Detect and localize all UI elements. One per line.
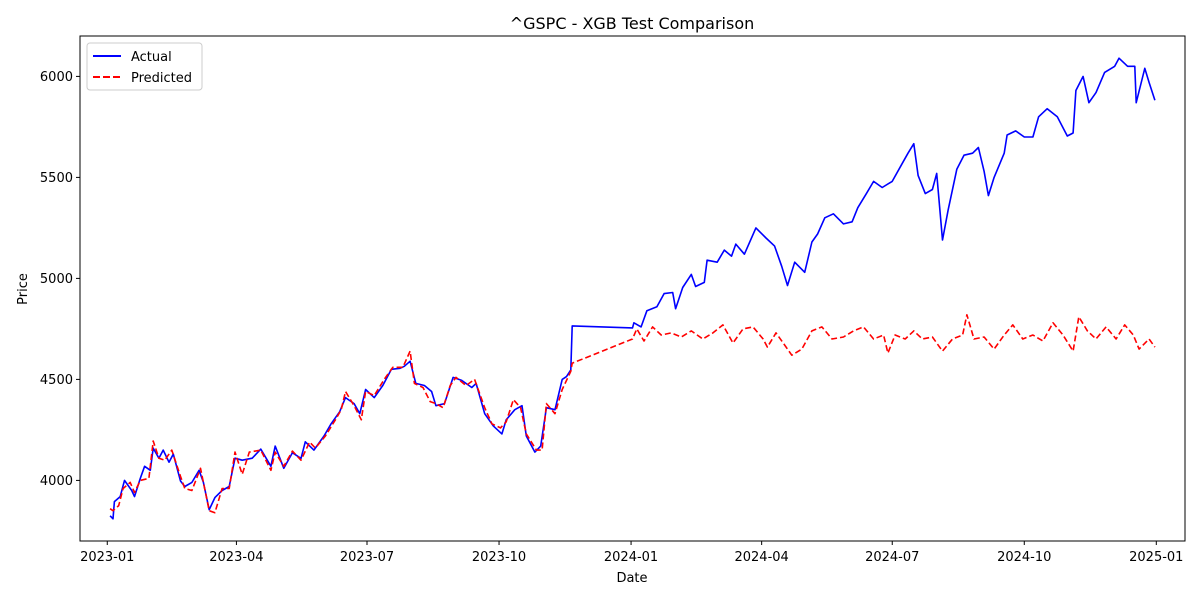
y-axis-title: Price <box>16 273 31 305</box>
x-tick-label: 2024-04 <box>734 550 788 565</box>
x-tick-label: 2024-01 <box>604 550 658 565</box>
y-tick-label: 5500 <box>40 171 73 186</box>
plot-frame <box>79 35 1186 542</box>
series-layer <box>109 57 1156 520</box>
x-tick-label: 2024-07 <box>865 550 919 565</box>
x-tick-label: 2023-01 <box>80 550 134 565</box>
y-tick-label: 5000 <box>40 272 73 287</box>
y-tick-label: 4000 <box>40 474 73 489</box>
y-tick-label: 4500 <box>40 373 73 388</box>
series-line-predicted <box>109 314 1156 514</box>
y-tick-label: 6000 <box>40 70 73 85</box>
legend-box <box>86 42 203 91</box>
y-axis: 4000 4500 5000 5500 6000 <box>40 70 80 489</box>
legend-actual-label: Actual <box>131 50 172 65</box>
x-tick-label: 2025-01 <box>1129 550 1183 565</box>
legend: Actual Predicted <box>86 42 203 91</box>
x-tick-label: 2023-07 <box>340 550 394 565</box>
x-axis-title: Date <box>616 571 647 586</box>
x-tick-label: 2024-10 <box>997 550 1051 565</box>
legend-predicted-label: Predicted <box>131 71 192 86</box>
chart-title: ^GSPC - XGB Test Comparison <box>510 14 755 33</box>
x-tick-label: 2023-04 <box>209 550 263 565</box>
x-tick-label: 2023-10 <box>472 550 526 565</box>
x-axis: 2023-01 2023-04 2023-07 2023-10 2024-01 2024-… <box>80 541 1183 565</box>
